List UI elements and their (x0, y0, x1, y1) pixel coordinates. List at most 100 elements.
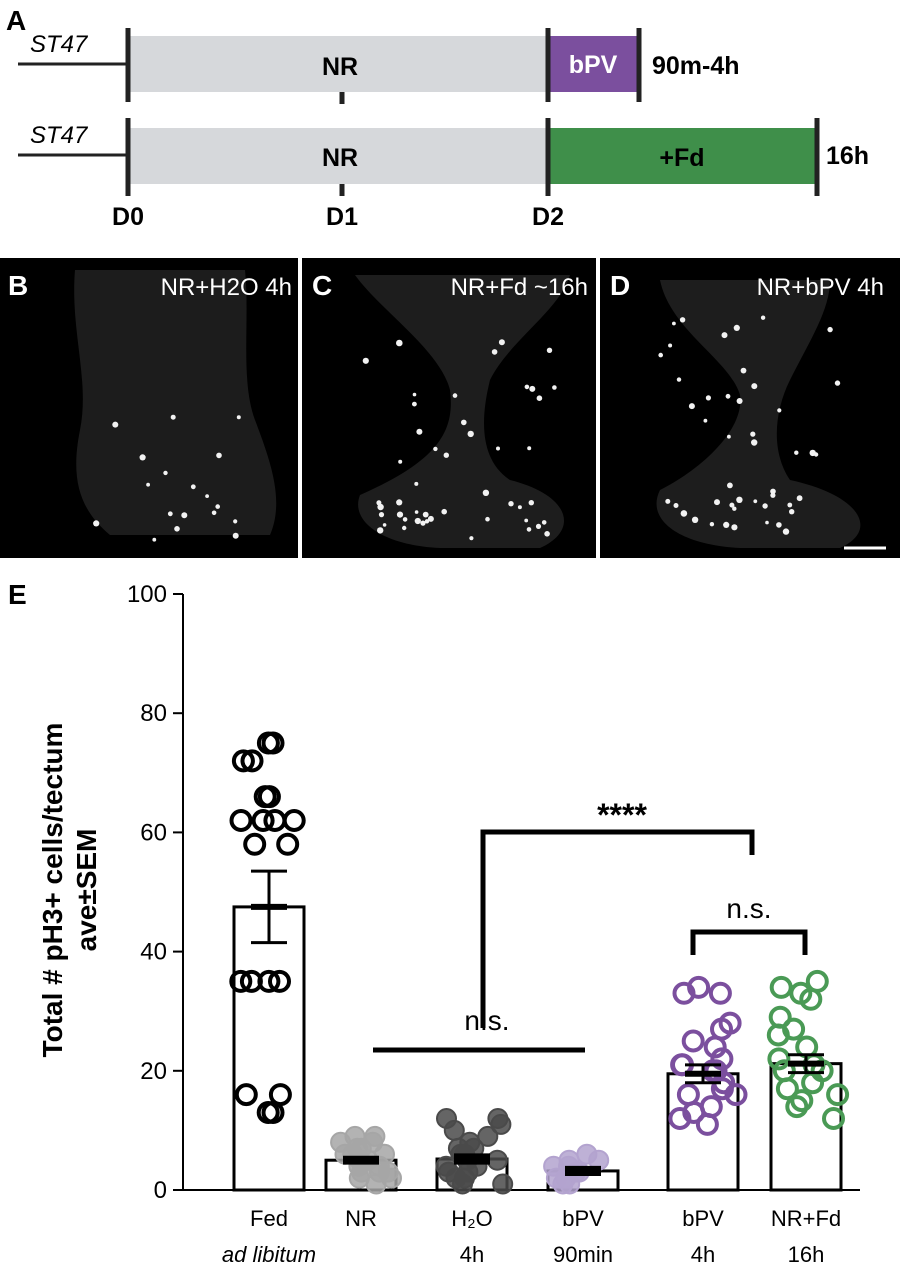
duration-label: 16h (826, 142, 869, 170)
cell-dot (714, 499, 720, 506)
data-point (268, 969, 291, 993)
cell-dot (672, 321, 676, 326)
cell-dot (751, 383, 758, 390)
cell-dot (422, 511, 429, 518)
cell-dot (452, 393, 458, 398)
cell-dots (93, 414, 241, 542)
cell-dot (402, 517, 408, 522)
category-sublabel: 16h (788, 1242, 825, 1267)
cell-dot (496, 446, 500, 451)
cell-dot (414, 510, 419, 514)
data-point (695, 1112, 719, 1136)
cell-dot (216, 452, 222, 459)
timeline-row-1: ST47 NR bPV 90m-4h (18, 28, 740, 104)
tissue-outline (74, 270, 277, 535)
data-point (724, 1083, 748, 1107)
cell-dot (398, 459, 403, 464)
cell-dot (665, 498, 671, 504)
cell-dot (668, 343, 673, 348)
category-labels: Fed ad libitum NR H₂O 4h bPV 90min bPV 4h NR+Fd 16… (222, 1206, 841, 1267)
y-tick-label: 60 (140, 819, 167, 846)
micrograph-d: D NR+bPV 4h (600, 258, 900, 558)
cell-dot (181, 512, 188, 519)
cell-dot (535, 523, 542, 530)
cell-dot (709, 522, 715, 527)
day-label-d2: D2 (532, 203, 564, 231)
ns-label-treatments: n.s. (726, 893, 771, 924)
cell-dot (776, 522, 782, 528)
cell-dot (378, 511, 385, 518)
cell-dot (528, 500, 534, 506)
cell-dot (485, 516, 490, 522)
start-label: ST47 (30, 122, 89, 149)
treatment-bar (548, 36, 638, 92)
micrograph-label-c: NR+Fd ~16h (451, 274, 588, 301)
cell-dot (414, 517, 421, 525)
cell-dot (377, 503, 384, 511)
cell-dot (396, 339, 403, 347)
ns-label-controls: n.s. (464, 1005, 509, 1036)
cell-dot (727, 434, 731, 439)
timeline-row-2: ST47 NR +Fd 16h (18, 118, 869, 196)
cell-dot (170, 414, 176, 420)
panel-e-chart: E Total # pH3+ cells/tectum ave±SEM 0 20 4… (8, 579, 860, 1267)
y-axis-title-line2: ave±SEM (71, 829, 102, 952)
cell-dot (443, 452, 449, 458)
cell-dot (382, 523, 387, 527)
data-point (708, 981, 732, 1005)
panel-letter-d: D (610, 270, 630, 301)
cell-dot (402, 525, 407, 531)
cell-dot (546, 347, 553, 353)
cell-dot (498, 339, 505, 346)
cell-dot (233, 519, 238, 524)
cell-dot (740, 367, 747, 374)
cell-dot (541, 520, 547, 525)
cell-dot (544, 531, 550, 537)
panel-letter-b: B (8, 270, 28, 301)
cell-dot (167, 511, 173, 517)
cell-dot (215, 504, 220, 509)
cell-dot (765, 520, 769, 525)
tissue-outline (355, 275, 570, 548)
cell-dot (524, 384, 530, 390)
data-point (492, 1173, 514, 1195)
cell-dot (676, 377, 682, 382)
cell-dot (376, 500, 382, 506)
data-point (251, 809, 275, 832)
category-label: NR (345, 1206, 377, 1231)
cell-dot (174, 526, 180, 532)
cell-dot (536, 395, 543, 402)
data-point (256, 1101, 280, 1124)
cell-dot (777, 408, 782, 413)
data-point (452, 1173, 473, 1195)
data-point (703, 1035, 727, 1059)
cell-dot (211, 510, 217, 516)
cell-dots (658, 315, 841, 535)
cell-dot (232, 532, 239, 539)
cell-dot (762, 503, 768, 509)
y-axis-title: Total # pH3+ cells/tectum (37, 723, 68, 1058)
data-point (257, 785, 281, 809)
cell-dot (751, 439, 758, 446)
data-point (681, 1029, 705, 1053)
data-point (668, 1107, 692, 1130)
bar (232, 905, 306, 1192)
cell-dot (412, 401, 417, 407)
y-axis-subtitle: ave±SEM (71, 829, 102, 952)
category-sublabel: 4h (691, 1242, 715, 1267)
data-point (826, 1083, 850, 1107)
cell-dot (731, 524, 738, 531)
cell-dot (236, 415, 241, 420)
micrograph-label-b: NR+H2O 4h (161, 274, 292, 301)
cell-dot (673, 503, 679, 508)
cell-dot (809, 449, 816, 457)
cell-dot (680, 510, 688, 517)
data-point (710, 1077, 734, 1101)
data-point (263, 809, 287, 832)
cell-dot (433, 446, 438, 452)
data-point (477, 1125, 499, 1147)
data-point (766, 1023, 790, 1047)
data-point (486, 1149, 508, 1171)
micrograph-label-d: NR+bPV 4h (757, 274, 884, 301)
data-point (799, 987, 823, 1011)
